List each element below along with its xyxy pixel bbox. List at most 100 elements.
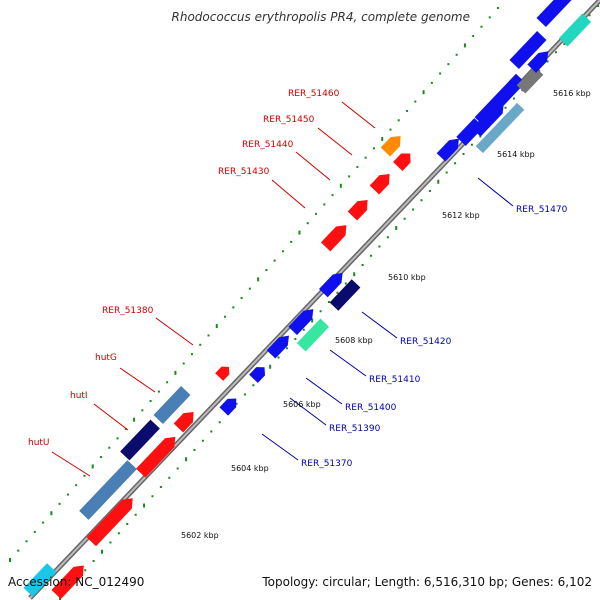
track-dot xyxy=(101,549,104,554)
track-dot xyxy=(33,530,36,533)
leader-line xyxy=(271,179,306,209)
leader-line xyxy=(289,397,327,426)
track-dot xyxy=(232,306,235,309)
track-dot xyxy=(281,250,284,253)
gene-block xyxy=(296,318,330,352)
track-dot xyxy=(141,409,144,412)
track-dot xyxy=(240,297,243,300)
track-dot xyxy=(361,264,364,266)
track-dot xyxy=(285,347,288,350)
track-dot xyxy=(428,190,431,192)
track-dot xyxy=(414,100,417,103)
gene-lightsteel xyxy=(475,102,525,154)
track-dot xyxy=(143,503,146,508)
gene-steel-1 xyxy=(79,460,137,520)
leader-line xyxy=(155,317,194,346)
track-dot xyxy=(207,334,210,337)
track-dot xyxy=(348,175,351,178)
track-dot xyxy=(328,301,330,303)
track-dot xyxy=(273,259,276,262)
track-dot xyxy=(331,194,334,197)
track-dot xyxy=(437,179,440,184)
gene-label-bottom: RER_51370 xyxy=(301,459,353,469)
track-dot xyxy=(166,381,169,384)
track-dot xyxy=(364,156,367,159)
gene-arrow xyxy=(215,366,230,381)
track-dot xyxy=(488,16,491,19)
leader-line xyxy=(295,151,331,181)
gene-blue-7 xyxy=(471,103,504,137)
track-dot xyxy=(512,97,515,100)
gene-arrow xyxy=(136,436,176,478)
track-dot xyxy=(370,254,373,257)
track-dot xyxy=(248,287,251,290)
track-dot xyxy=(454,162,457,165)
track-dot xyxy=(185,457,188,462)
gene-red-small xyxy=(215,366,230,381)
track-dot xyxy=(298,230,301,235)
gene-grey xyxy=(516,66,544,94)
gene-label-bottom: RER_51390 xyxy=(329,424,381,434)
scale-tick-label: 5606 kbp xyxy=(283,400,321,409)
leader-line xyxy=(341,101,376,129)
gene-arrow xyxy=(527,51,549,73)
track-dot xyxy=(480,25,483,28)
track-dot xyxy=(386,236,389,239)
track-dot xyxy=(344,282,347,285)
track-dot xyxy=(319,310,322,313)
gene-arrow xyxy=(380,136,401,157)
track-dot xyxy=(182,362,185,365)
leader-line xyxy=(51,451,91,477)
gene-arrow xyxy=(51,565,84,599)
track-dot xyxy=(395,226,398,230)
gene-blue-3 xyxy=(266,335,289,359)
track-dot xyxy=(174,370,177,375)
scale-tick-label: 5602 kbp xyxy=(181,531,219,540)
track-dot xyxy=(176,467,179,470)
track-dot xyxy=(269,364,272,369)
gene-label-top: RER_51380 xyxy=(102,306,154,316)
gene-steel-2 xyxy=(153,386,191,424)
gene-block xyxy=(475,102,525,154)
track-dot xyxy=(92,560,95,562)
track-dot xyxy=(99,456,102,459)
track-dot xyxy=(58,502,61,505)
track-dot xyxy=(50,511,53,516)
track-dot xyxy=(445,171,448,174)
gene-label-bottom: RER_51420 xyxy=(400,337,452,347)
leader-line xyxy=(305,377,343,405)
track-dot xyxy=(168,476,171,479)
track-dot xyxy=(463,43,466,48)
gene-blue-6 xyxy=(436,138,459,162)
gene-arrow xyxy=(288,309,314,336)
leader-line xyxy=(261,433,299,461)
gene-blue-1 xyxy=(219,398,237,416)
accession-text: Accession: NC_012490 xyxy=(8,575,145,589)
track-dot xyxy=(257,277,260,282)
track-dot xyxy=(108,446,111,449)
track-dot xyxy=(66,493,69,496)
scale-tick-label: 5604 kbp xyxy=(231,464,269,473)
track-dot xyxy=(159,486,162,488)
track-dot xyxy=(538,69,541,72)
gene-arrow xyxy=(471,103,504,137)
track-dot xyxy=(190,353,193,356)
track-dot xyxy=(83,474,86,477)
track-dot xyxy=(252,384,255,387)
gene-red-5 xyxy=(320,225,347,252)
track-dot xyxy=(134,513,137,516)
gene-labels: hutU hutI hutG RER_51380 RER_51430 RER_51440 R… xyxy=(28,89,568,469)
track-dot xyxy=(504,106,507,109)
leader-line xyxy=(119,367,156,393)
track-dot xyxy=(235,402,238,405)
track-dot xyxy=(472,35,475,38)
gene-block xyxy=(509,31,547,69)
gene-block xyxy=(536,0,574,27)
track-dot xyxy=(406,109,409,112)
gene-teal xyxy=(558,13,592,47)
gene-block xyxy=(79,460,137,520)
track-dot xyxy=(378,245,381,248)
gene-orange xyxy=(380,136,401,157)
